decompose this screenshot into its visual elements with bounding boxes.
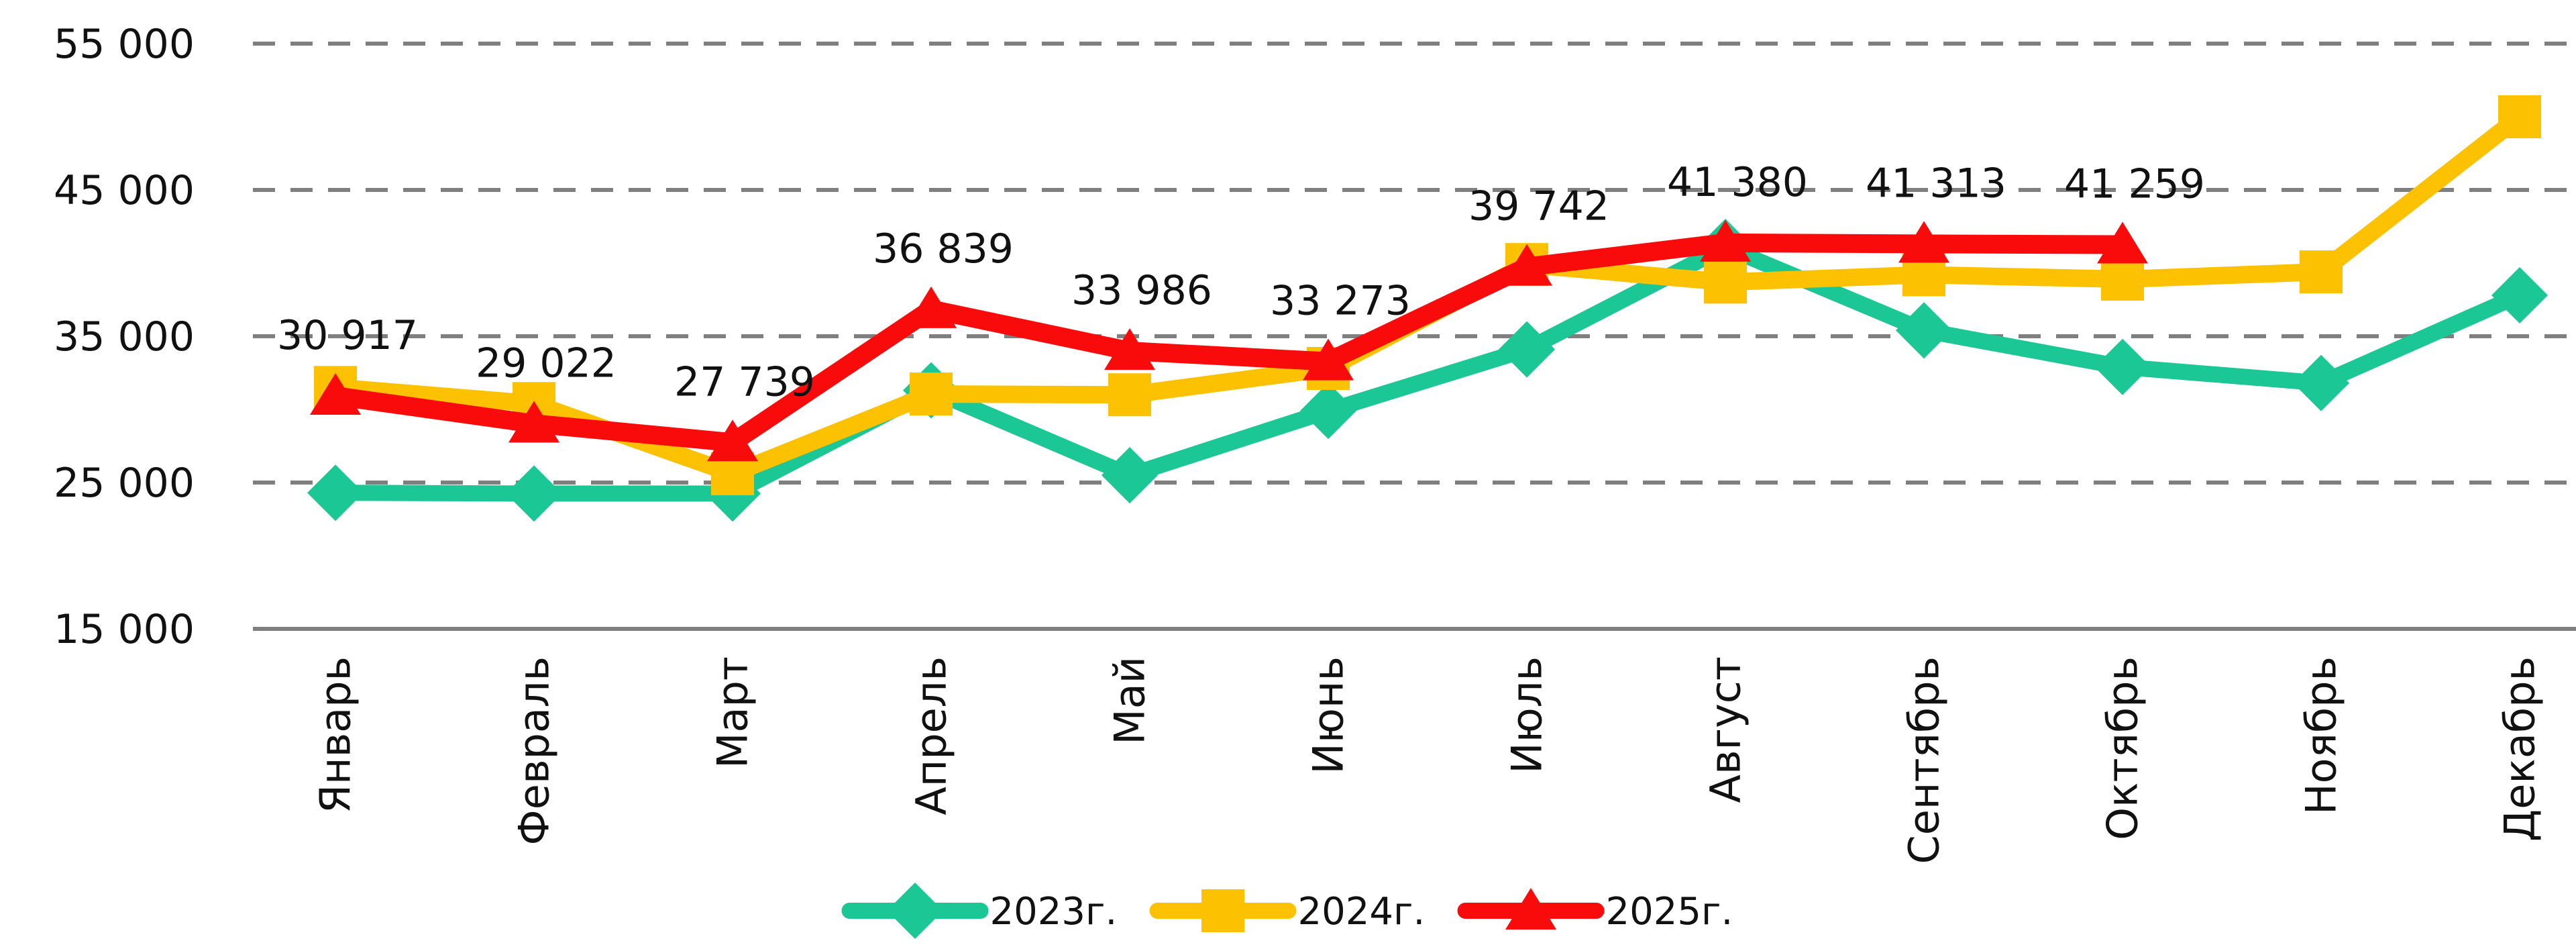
series-marker-2023г. xyxy=(2491,266,2548,323)
series-marker-2025г. xyxy=(1104,328,1155,370)
series-marker-2025г. xyxy=(1303,338,1354,381)
data-label: 27 739 xyxy=(674,358,815,405)
series-marker-2025г. xyxy=(906,286,957,328)
series-marker-2025г. xyxy=(310,373,361,415)
data-label: 41 380 xyxy=(1667,159,1808,206)
series-marker-2023г. xyxy=(1102,447,1158,504)
data-label: 41 313 xyxy=(1866,160,2006,207)
series-marker-2024г. xyxy=(2498,95,2541,138)
x-axis-category-label: Ноябрь xyxy=(2297,656,2346,815)
data-label: 39 742 xyxy=(1468,183,1609,230)
x-axis-category-label: Май xyxy=(1106,656,1155,745)
series-marker-2023г. xyxy=(506,465,562,522)
series-marker-2024г. xyxy=(2300,250,2343,294)
data-label: 30 917 xyxy=(277,312,418,359)
x-axis-category-label: Октябрь xyxy=(2098,656,2147,840)
x-axis-category-label: Январь xyxy=(311,656,360,813)
legend-swatch-marker xyxy=(887,883,943,939)
series-marker-2023г. xyxy=(1499,321,1555,378)
legend-swatch-marker xyxy=(1505,888,1556,930)
x-axis-category-label: Июль xyxy=(1503,656,1552,774)
data-label: 36 839 xyxy=(873,226,1014,272)
x-axis-category-label: Март xyxy=(708,656,757,768)
x-axis-category-label: Декабрь xyxy=(2496,656,2544,842)
y-axis-tick-label: 35 000 xyxy=(54,313,195,360)
series-marker-2024г. xyxy=(2101,257,2144,301)
series-marker-2025г. xyxy=(2097,221,2148,264)
series-marker-2025г. xyxy=(707,419,758,462)
y-axis-tick-label: 55 000 xyxy=(54,21,195,68)
data-label: 33 986 xyxy=(1071,267,1212,314)
x-axis-category-label: Февраль xyxy=(510,656,559,846)
legend-label: 2025г. xyxy=(1606,890,1733,934)
series-marker-2025г. xyxy=(1898,221,1949,263)
y-axis-tick-label: 25 000 xyxy=(54,460,195,507)
series-marker-2024г. xyxy=(1108,373,1151,417)
x-axis-category-label: Июнь xyxy=(1304,656,1353,774)
legend-label: 2024г. xyxy=(1298,890,1426,934)
x-axis-category-label: Август xyxy=(1701,656,1750,803)
series-marker-2023г. xyxy=(2094,338,2151,395)
series-line-2025г. xyxy=(334,233,2123,452)
series-marker-2023г. xyxy=(2293,354,2349,411)
series-marker-2025г. xyxy=(1700,219,1751,262)
data-label: 29 022 xyxy=(476,340,616,387)
series-marker-2023г. xyxy=(1896,302,1952,359)
series-marker-2024г. xyxy=(1704,260,1747,304)
x-axis-category-label: Апрель xyxy=(907,656,956,815)
legend-swatch-marker xyxy=(1201,889,1244,932)
series-marker-2024г. xyxy=(910,372,953,416)
y-axis-tick-label: 45 000 xyxy=(54,167,195,214)
x-axis-category-label: Сентябрь xyxy=(1900,656,1949,864)
series-marker-2025г. xyxy=(1501,244,1552,286)
y-axis-tick-label: 15 000 xyxy=(54,606,195,653)
data-label: 33 273 xyxy=(1270,278,1411,325)
legend-label: 2023г. xyxy=(990,890,1118,934)
series-marker-2023г. xyxy=(307,464,364,521)
data-label: 41 259 xyxy=(2064,161,2205,208)
series-marker-2023г. xyxy=(1300,383,1356,440)
series-line-2023г. xyxy=(335,239,2523,502)
series-marker-2025г. xyxy=(508,401,559,443)
